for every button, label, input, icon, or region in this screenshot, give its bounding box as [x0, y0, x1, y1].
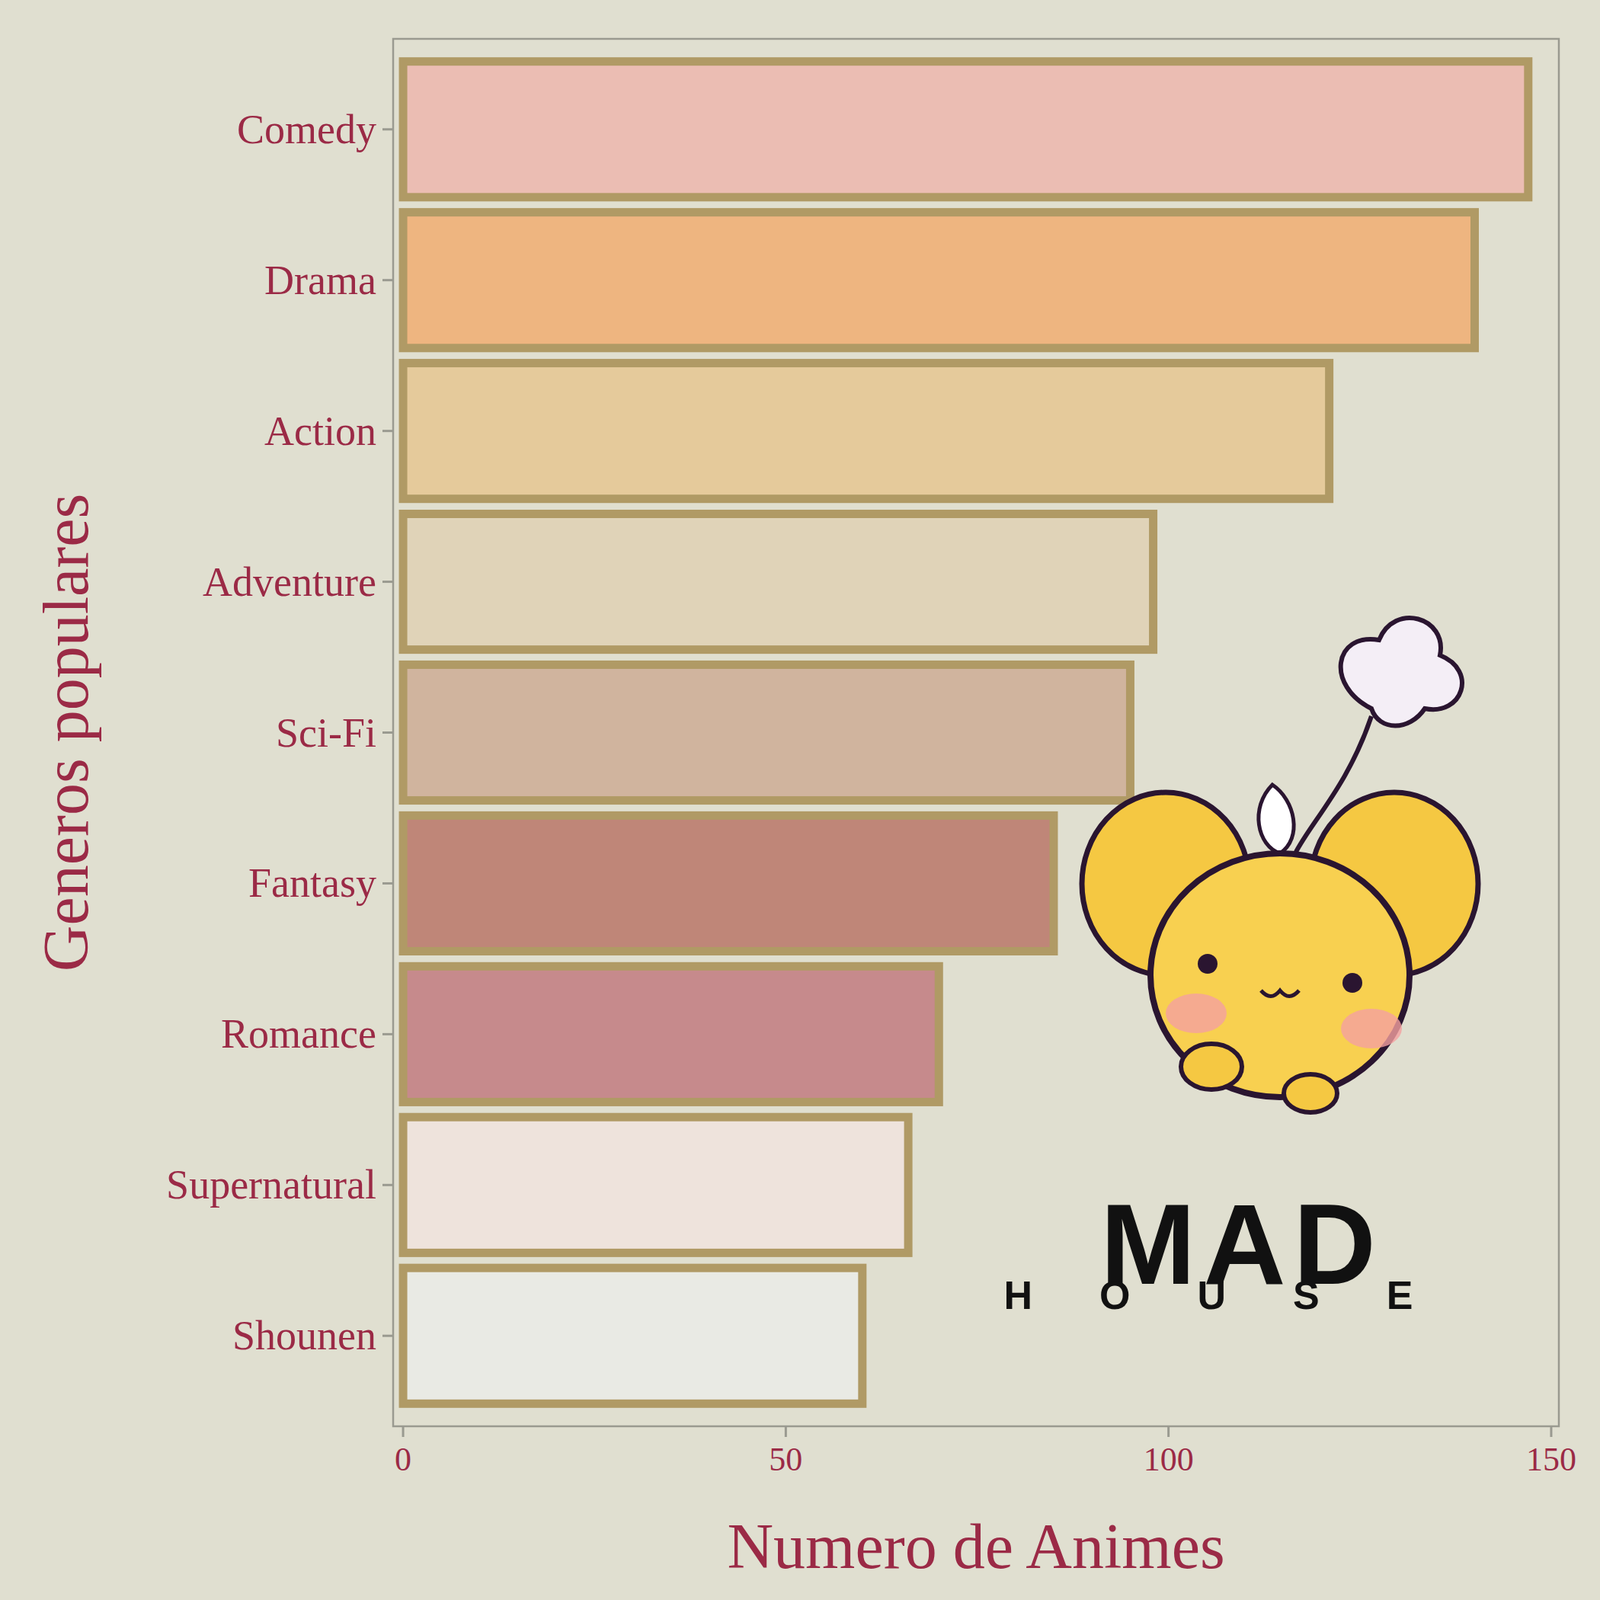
y-axis-title: Generos populares	[30, 493, 102, 972]
mascot-tail	[1340, 617, 1463, 726]
bar	[403, 1267, 863, 1404]
bar	[403, 363, 1330, 500]
mascot-wing	[1258, 784, 1294, 854]
y-tick-label: Sci-Fi	[275, 710, 377, 756]
y-tick	[382, 882, 394, 885]
y-tick-label: Adventure	[202, 559, 377, 605]
y-tick	[382, 580, 394, 583]
mascot-cheek	[1165, 993, 1227, 1034]
mascot-cheek	[1340, 1008, 1402, 1049]
background	[0, 0, 1600, 1600]
y-tick	[382, 128, 394, 131]
x-tick	[1167, 1426, 1170, 1437]
y-tick	[382, 1334, 394, 1338]
mascot-foot	[1180, 1043, 1242, 1090]
x-axis-title: Numero de Animes	[726, 1510, 1225, 1582]
x-tick-label: 50	[768, 1440, 803, 1479]
y-tick-label: Drama	[264, 257, 377, 304]
plot-frame	[393, 38, 1559, 1427]
y-tick	[382, 731, 394, 734]
bars	[403, 61, 1529, 1405]
y-tick-label: Comedy	[236, 106, 377, 153]
y-tick	[382, 1033, 394, 1036]
y-tick	[382, 429, 394, 432]
y-tick-label: Supernatural	[166, 1161, 377, 1208]
y-tick-label: Romance	[220, 1011, 377, 1057]
chart-svg: Comedy Drama Action Adventure Sci-Fi Fantasy R…	[0, 0, 1600, 1600]
x-tick	[402, 1426, 405, 1437]
logo-subtext: HOUSE	[1004, 1273, 1481, 1318]
mascot	[1081, 617, 1479, 1113]
x-tick-label: 0	[394, 1440, 412, 1479]
chart-root: Comedy Drama Action Adventure Sci-Fi Fantasy R…	[0, 0, 1600, 1600]
y-tick-label: Action	[264, 408, 377, 455]
bar	[403, 513, 1154, 650]
bar	[403, 815, 1054, 951]
bar	[403, 966, 939, 1102]
mascot-foot	[1283, 1074, 1338, 1113]
mascot-eye	[1342, 972, 1363, 993]
mascot-eye	[1197, 953, 1218, 974]
bar	[403, 212, 1475, 349]
x-tick	[1549, 1426, 1552, 1437]
mascot-mouth	[1260, 990, 1300, 997]
y-tick-label: Fantasy	[248, 860, 377, 906]
x-tick	[784, 1426, 788, 1437]
x-tick-label: 150	[1526, 1440, 1577, 1479]
bar	[403, 1116, 909, 1253]
y-tick	[382, 1184, 394, 1187]
mascot-head	[1150, 853, 1410, 1098]
bar	[403, 61, 1529, 198]
x-tick-label: 100	[1143, 1440, 1194, 1479]
bar	[403, 664, 1130, 800]
y-tick	[382, 278, 394, 282]
y-tick-label: Shounen	[232, 1312, 377, 1359]
